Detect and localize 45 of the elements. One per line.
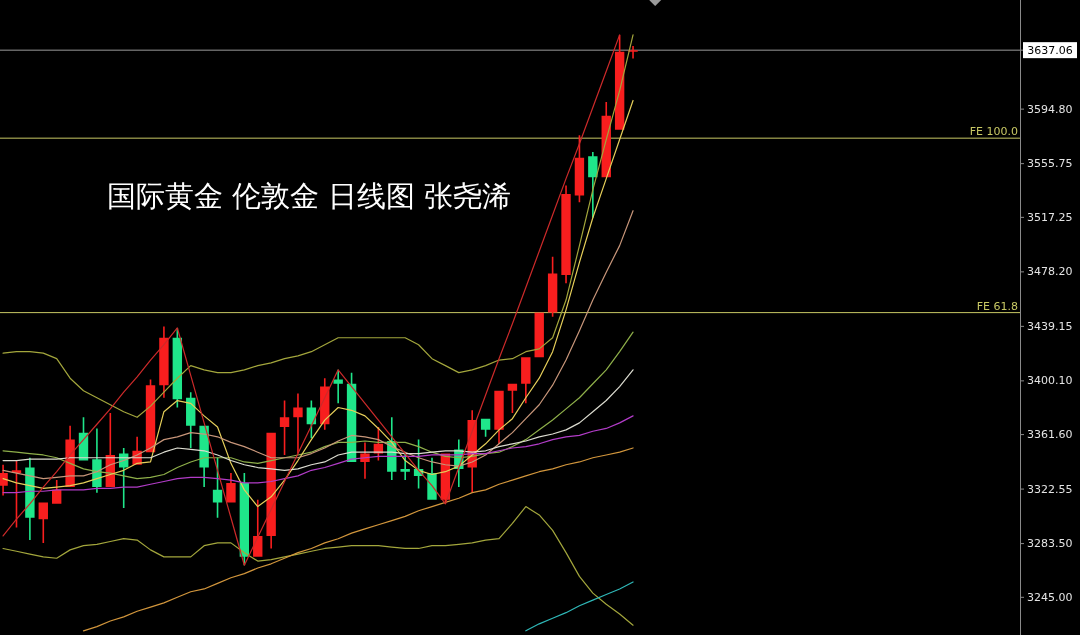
candlestick: [574, 135, 585, 203]
candlestick: [0, 464, 8, 496]
candlestick: [547, 256, 558, 317]
y-tick-label: 3322.55: [1027, 482, 1073, 496]
candlestick: [561, 185, 571, 284]
y-tick-label: 3283.50: [1027, 537, 1073, 551]
y-tick-label: 3555.75: [1027, 157, 1073, 171]
candlestick: [400, 453, 410, 481]
candlestick: [52, 480, 62, 504]
candlestick: [266, 432, 276, 549]
y-tick-label: 3439.15: [1027, 319, 1073, 333]
candlestick: [38, 502, 48, 543]
line-series: [2, 34, 634, 418]
candlestick: [494, 390, 504, 444]
y-tick-label: 3478.20: [1027, 265, 1073, 279]
candlestick: [521, 357, 531, 404]
line-series: [2, 506, 634, 626]
line-series: [2, 34, 621, 566]
line-series: [2, 331, 634, 480]
candlestick: [534, 312, 544, 358]
y-tick-label: 3517.25: [1027, 210, 1073, 224]
candlestick: [253, 499, 263, 557]
candlestick: [226, 473, 236, 503]
candlestick: [25, 457, 35, 541]
y-tick-label: 3594.80: [1027, 102, 1073, 116]
line-series: [2, 415, 634, 494]
line-series: [2, 99, 634, 508]
candlestick: [588, 152, 598, 218]
candlestick: [628, 46, 638, 59]
y-tick-label: 3400.10: [1027, 374, 1073, 388]
title: 国际黄金 伦敦金 日线图 张尧浠: [107, 180, 512, 213]
ref-line-label: FE 61.8: [976, 299, 1018, 313]
line-series: [82, 447, 634, 632]
line-series: [2, 369, 634, 471]
candlestick: [480, 418, 491, 437]
y-tick-label: 3361.60: [1027, 428, 1073, 442]
candlestick: [186, 392, 196, 448]
y-tick-label: 3245.00: [1027, 590, 1073, 604]
candlestick: [293, 393, 303, 454]
line-series: [525, 581, 634, 632]
candlestick: [159, 326, 169, 398]
ref-line-label: FE 100.0: [969, 125, 1018, 139]
y-tick-label: 3637.06: [1027, 43, 1073, 57]
line-series: [2, 210, 634, 480]
candlestick: [333, 369, 343, 404]
